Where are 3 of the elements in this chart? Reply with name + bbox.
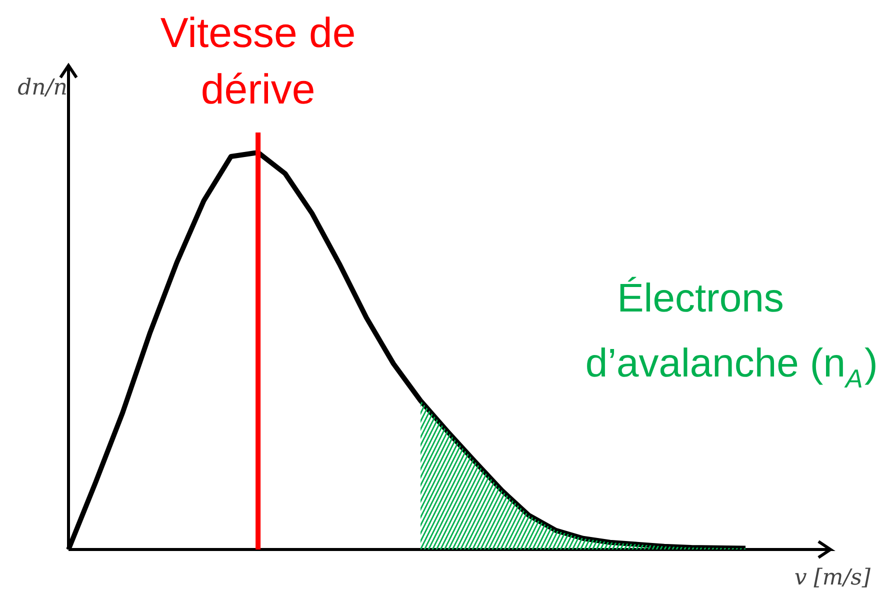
y-axis-title: dn/n bbox=[18, 76, 68, 100]
x-axis-title: v [m/s] bbox=[794, 566, 871, 590]
text: Vitesse de dérive bbox=[160, 9, 356, 112]
